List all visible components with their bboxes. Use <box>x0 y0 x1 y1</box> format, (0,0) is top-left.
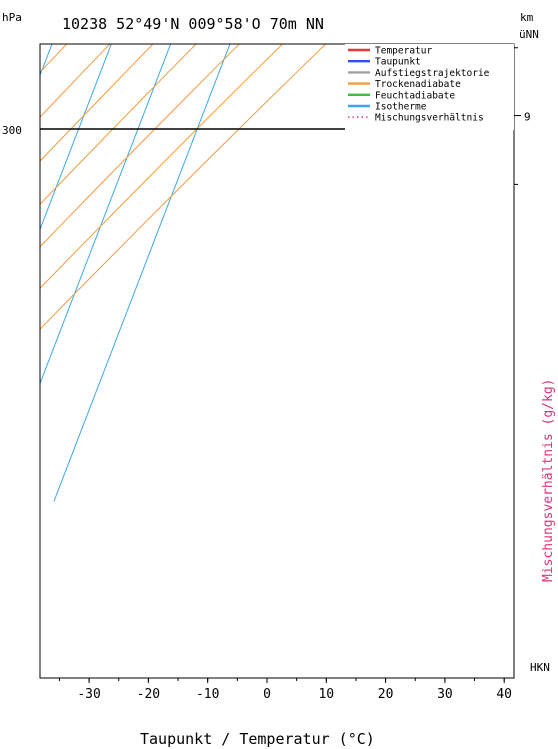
isotherm-line <box>0 0 281 501</box>
isotherm-line <box>0 0 103 501</box>
temperature-tick-label: -20 <box>137 687 160 702</box>
isotherm-line <box>0 0 222 501</box>
series-line-aufstiegstrajektorie <box>0 0 242 70</box>
right-axis-unit-line2: üNN <box>519 28 539 41</box>
chart-title: 10238 52°49'N 009°58'O 70m NN <box>62 15 324 33</box>
moist-adiabat-line <box>0 0 340 502</box>
isotherm-line <box>0 0 399 501</box>
isotherm-line <box>0 0 44 501</box>
profile-series <box>0 0 282 315</box>
moist-adiabat-line <box>0 0 174 502</box>
legend-background <box>345 44 514 130</box>
temperature-tick-label: 40 <box>496 687 512 702</box>
plot-frame <box>39 43 515 679</box>
dry-adiabat-line <box>0 0 40 502</box>
isotherm-lines <box>0 0 399 502</box>
temperature-tick-label: -10 <box>196 687 219 702</box>
moist-adiabat-line <box>0 0 388 502</box>
dry-adiabat-line <box>0 0 100 502</box>
series-line-temperatur <box>0 0 282 315</box>
moist-adiabat-line <box>0 0 150 502</box>
legend-label: Aufstiegstrajektorie <box>375 68 490 79</box>
legend-label: Trockenadiabate <box>375 79 461 90</box>
axis-ticks: 3004005006007008009001000-30-20-10010203… <box>2 47 531 702</box>
isotherm-line <box>0 0 340 501</box>
isotherm-line <box>53 44 231 502</box>
legend-label: Mischungsverhältnis <box>375 113 484 124</box>
legend-label: Isotherme <box>375 102 427 113</box>
isotherm-line <box>40 44 172 385</box>
moist-adiabat-line <box>0 0 364 502</box>
background-line-groups <box>0 0 400 502</box>
legend-label: Taupunkt <box>375 57 421 68</box>
temperature-tick-label: -30 <box>77 687 100 702</box>
dry-adiabat-line <box>0 0 340 502</box>
dry-adiabat-line <box>0 0 400 502</box>
temperature-tick-label: 20 <box>378 687 394 702</box>
pressure-tick-label: 300 <box>2 124 22 137</box>
moist-adiabat-line <box>0 0 103 502</box>
temperature-tick-label: 10 <box>318 687 334 702</box>
moist-adiabat-line <box>0 0 127 502</box>
right-axis-unit-km: km üNN <box>519 11 540 41</box>
mixing-ratio-axis-label: Mischungsverhältnis (g/kg) <box>541 379 556 583</box>
dry-adiabat-line <box>0 0 220 502</box>
temperature-tick-label: 30 <box>437 687 453 702</box>
right-axis-unit-line1: km <box>520 11 534 24</box>
left-axis-unit: hPa <box>2 11 22 24</box>
hkn-label: HKN <box>530 661 550 674</box>
legend-label: Feuchtadiabate <box>375 90 455 101</box>
legend-label: Temperatur <box>375 46 432 57</box>
moist-adiabat-line <box>0 0 293 502</box>
legend: TemperaturTaupunktAufstiegstrajektorieTr… <box>345 44 514 130</box>
temperature-tick-label: 0 <box>263 687 271 702</box>
moist-adiabat-line <box>0 0 222 502</box>
x-axis-label: Taupunkt / Temperatur (°C) <box>140 730 375 748</box>
height-tick-label: 9 <box>524 111 531 124</box>
isotherm-line <box>0 0 162 501</box>
dry-adiabat-line <box>0 0 280 502</box>
